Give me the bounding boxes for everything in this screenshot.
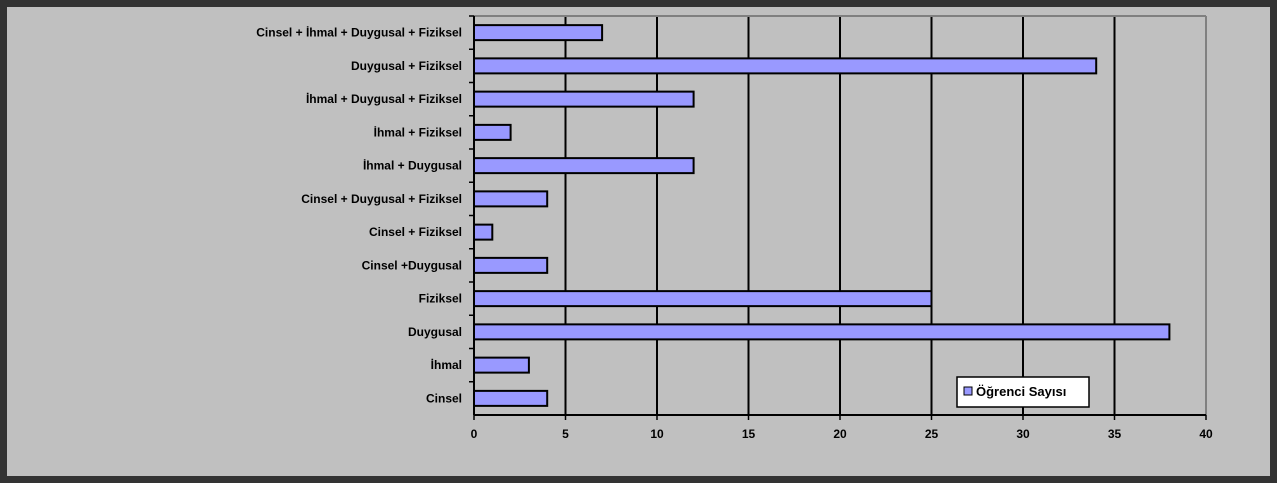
category-label: Duygusal + Fiziksel bbox=[351, 59, 462, 73]
x-tick-label: 40 bbox=[1199, 427, 1213, 441]
legend-swatch bbox=[963, 386, 973, 396]
bar bbox=[473, 157, 695, 175]
x-tick-label: 10 bbox=[650, 427, 664, 441]
legend: Öğrenci Sayısı bbox=[956, 376, 1090, 408]
category-label: Cinsel bbox=[426, 391, 462, 405]
x-tick-label: 20 bbox=[833, 427, 847, 441]
category-label: Cinsel + İhmal + Duygusal + Fiziksel bbox=[256, 25, 462, 40]
bar bbox=[473, 223, 494, 241]
category-label: İhmal + Duygusal bbox=[363, 158, 462, 173]
category-label: İhmal + Duygusal + Fiziksel bbox=[306, 91, 462, 106]
x-tick-labels: 0 5 10 15 20 25 30 35 40 bbox=[471, 427, 1213, 441]
category-label: Cinsel + Duygusal + Fiziksel bbox=[301, 192, 462, 206]
x-tick-label: 5 bbox=[562, 427, 569, 441]
axes bbox=[469, 15, 1207, 420]
bar-chart: Cinsel İhmal Duygusal Fiziksel Cinsel +Duygu… bbox=[256, 15, 1213, 441]
category-label: Fiziksel bbox=[419, 292, 462, 306]
category-labels: Cinsel İhmal Duygusal Fiziksel Cinsel +Duygu… bbox=[256, 25, 462, 406]
x-tick-label: 0 bbox=[471, 427, 478, 441]
gridlines bbox=[564, 16, 1207, 415]
bar bbox=[473, 123, 512, 141]
x-tick-label: 35 bbox=[1108, 427, 1122, 441]
bar bbox=[473, 256, 549, 274]
category-label: İhmal bbox=[431, 357, 462, 372]
bars bbox=[473, 24, 1171, 407]
x-tick-label: 25 bbox=[925, 427, 939, 441]
x-tick-label: 15 bbox=[742, 427, 756, 441]
category-label: Cinsel + Fiziksel bbox=[369, 225, 462, 239]
bar bbox=[473, 323, 1171, 341]
bar bbox=[473, 190, 549, 208]
bar bbox=[473, 356, 530, 374]
category-label: İhmal + Fiziksel bbox=[374, 124, 462, 139]
bar bbox=[473, 57, 1098, 75]
bar bbox=[473, 290, 933, 308]
category-label: Duygusal bbox=[408, 325, 462, 339]
legend-box bbox=[956, 376, 1090, 408]
category-label: Cinsel +Duygusal bbox=[362, 258, 462, 272]
x-tick-label: 30 bbox=[1016, 427, 1030, 441]
bar bbox=[473, 24, 604, 42]
bar bbox=[473, 90, 695, 108]
legend-label: Öğrenci Sayısı bbox=[976, 384, 1066, 399]
bar bbox=[473, 389, 549, 407]
